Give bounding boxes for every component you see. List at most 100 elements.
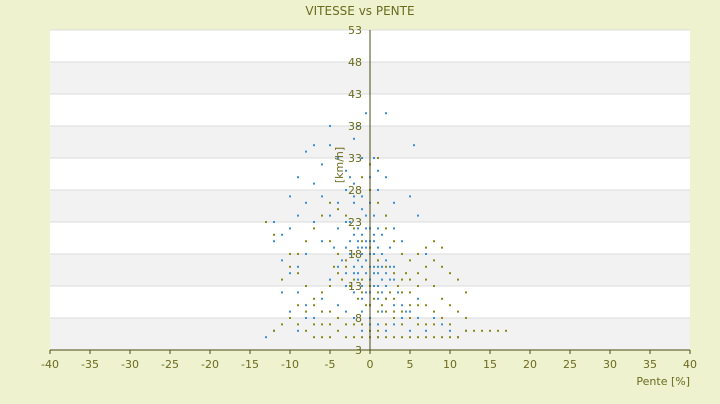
data-point: [401, 310, 403, 313]
data-point: [385, 272, 387, 275]
data-point: [409, 195, 411, 198]
data-point: [281, 278, 283, 281]
data-point: [393, 240, 395, 243]
data-point: [265, 221, 267, 223]
data-point: [385, 259, 387, 262]
data-point: [289, 253, 291, 255]
data-point: [365, 272, 367, 275]
data-point: [361, 157, 363, 159]
data-point: [441, 246, 443, 249]
data-point: [289, 227, 291, 230]
data-point: [457, 278, 459, 281]
data-point: [329, 310, 331, 313]
data-point: [393, 272, 395, 275]
data-point: [345, 272, 347, 275]
data-point: [305, 240, 307, 243]
data-point: [321, 240, 323, 243]
data-point: [373, 265, 375, 268]
data-point: [373, 272, 375, 275]
data-point: [373, 240, 375, 243]
x-tick-label: 20: [523, 358, 537, 371]
data-point: [401, 291, 403, 294]
data-point: [329, 144, 331, 147]
data-point: [417, 304, 419, 307]
data-point: [385, 323, 387, 326]
data-point: [425, 265, 427, 268]
data-point: [289, 272, 291, 275]
axes-layer: [49, 30, 691, 354]
data-point: [497, 329, 499, 332]
data-point: [473, 329, 475, 332]
data-point: [441, 297, 443, 300]
data-point: [345, 285, 347, 287]
data-point: [265, 336, 267, 339]
data-point: [417, 285, 419, 287]
data-point: [273, 233, 275, 236]
data-point: [353, 233, 355, 236]
data-point: [381, 278, 383, 281]
data-point: [353, 195, 355, 198]
data-point: [409, 317, 411, 319]
data-point: [365, 227, 367, 230]
data-point: [397, 285, 399, 287]
data-point: [381, 233, 383, 236]
data-point: [329, 214, 331, 217]
data-point: [345, 323, 347, 326]
data-point: [457, 310, 459, 313]
x-tick-label: -15: [241, 358, 259, 371]
y-tick-label: 28: [348, 184, 362, 197]
data-point: [305, 310, 307, 313]
data-point: [409, 304, 411, 307]
x-axis-label: Pente [%]: [636, 375, 690, 388]
data-point: [337, 208, 339, 211]
data-point: [449, 329, 451, 332]
data-point: [385, 227, 387, 230]
data-point: [305, 201, 307, 204]
data-point: [385, 112, 387, 115]
data-point: [385, 297, 387, 300]
x-tick-label: 30: [603, 358, 617, 371]
data-point: [377, 265, 379, 268]
data-point: [417, 323, 419, 326]
data-point: [361, 265, 363, 268]
data-point: [417, 317, 419, 319]
data-point: [297, 253, 299, 255]
data-point: [361, 240, 363, 243]
data-point: [417, 336, 419, 339]
data-point: [465, 291, 467, 294]
data-point: [389, 265, 391, 268]
data-point: [353, 278, 355, 281]
tick-labels: -40 -35 -30 -25 -20 -15 -10 -5 0 5 10 15 20 25 30 35 40 3…: [41, 24, 697, 371]
y-tick-label: 13: [348, 280, 362, 293]
data-point: [353, 317, 355, 319]
x-tick-label: -5: [325, 358, 336, 371]
data-point: [385, 265, 387, 268]
data-point: [397, 291, 399, 294]
data-point: [353, 336, 355, 339]
data-point: [273, 221, 275, 223]
data-point: [405, 272, 407, 275]
data-point: [381, 253, 383, 255]
data-point: [381, 265, 383, 268]
data-point: [281, 259, 283, 262]
data-point: [345, 310, 347, 313]
y-tick-label: 48: [348, 56, 362, 69]
data-point: [337, 227, 339, 230]
data-point: [433, 310, 435, 313]
data-point: [305, 304, 307, 307]
data-point: [337, 304, 339, 307]
x-tick-label: -35: [81, 358, 99, 371]
data-point: [305, 317, 307, 319]
data-point: [389, 291, 391, 294]
data-point: [377, 329, 379, 332]
data-point: [313, 336, 315, 339]
data-point: [353, 137, 355, 140]
data-point: [337, 157, 339, 159]
data-point: [465, 329, 467, 332]
x-tick-label: 40: [683, 358, 697, 371]
data-point: [329, 336, 331, 339]
data-point: [329, 278, 331, 281]
data-point: [401, 278, 403, 281]
data-point: [361, 208, 363, 211]
